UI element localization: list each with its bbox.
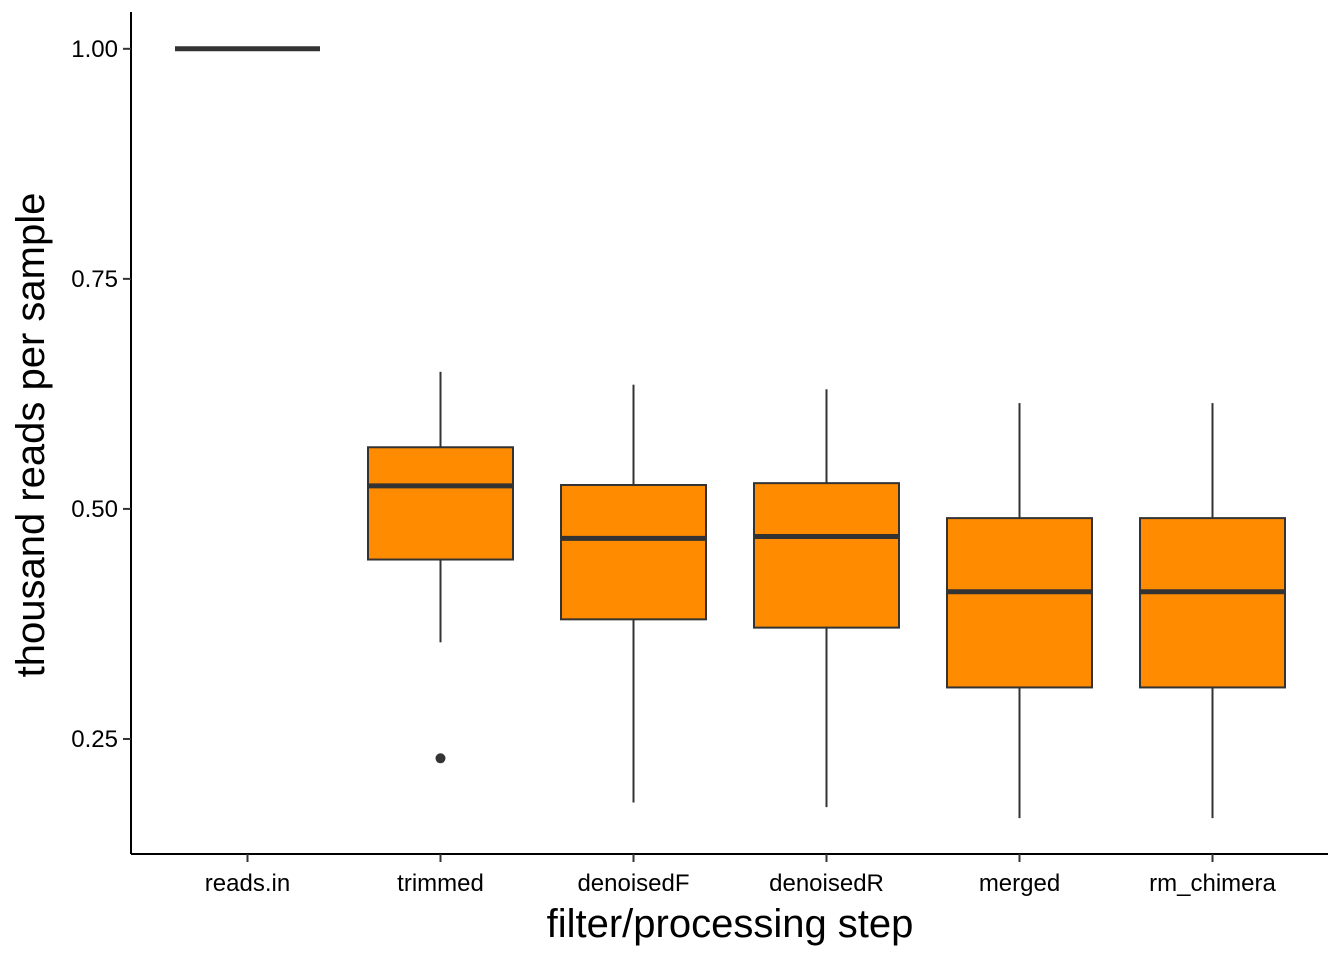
outlier-point bbox=[435, 753, 446, 764]
x-axis-title: filter/processing step bbox=[547, 902, 914, 946]
y-ticks: 0.25 0.50 0.75 1.00 bbox=[71, 36, 131, 753]
x-tick-label: merged bbox=[979, 870, 1060, 897]
x-tick-label: denoisedF bbox=[577, 870, 689, 897]
y-axis-title: thousand reads per sample bbox=[9, 193, 53, 678]
x-tick-label: denoisedR bbox=[769, 870, 884, 897]
x-tick-label: reads.in bbox=[205, 870, 290, 897]
box-denoisedF bbox=[560, 384, 707, 803]
iqr-box bbox=[560, 483, 707, 621]
x-tick-label: rm_chimera bbox=[1149, 870, 1276, 897]
y-tick-label: 0.50 bbox=[71, 496, 118, 523]
x-ticks: reads.in trimmed denoisedF denoisedR merged r… bbox=[205, 854, 1276, 897]
iqr-box bbox=[1139, 517, 1286, 689]
box-rm_chimera bbox=[1139, 403, 1286, 819]
y-tick-label: 0.25 bbox=[71, 726, 118, 753]
iqr-box bbox=[946, 517, 1093, 689]
y-tick-label: 1.00 bbox=[71, 36, 118, 63]
iqr-box bbox=[367, 446, 514, 561]
box-trimmed bbox=[367, 371, 514, 764]
iqr-box bbox=[753, 482, 900, 629]
boxes-layer bbox=[175, 46, 1286, 819]
box-denoisedR bbox=[753, 389, 900, 808]
box-merged bbox=[946, 403, 1093, 819]
y-tick-label: 0.75 bbox=[71, 266, 118, 293]
axes-layer bbox=[130, 12, 1328, 855]
x-tick-label: trimmed bbox=[397, 870, 484, 897]
